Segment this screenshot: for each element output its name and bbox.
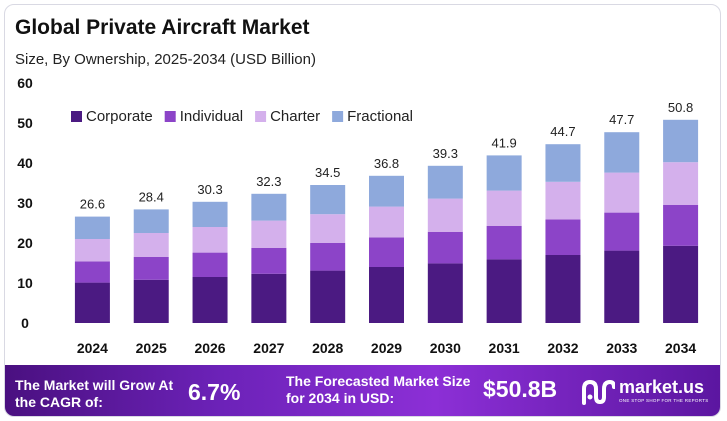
x-tick-label: 2034 xyxy=(665,340,696,356)
x-tick-label: 2029 xyxy=(371,340,402,356)
bar-total-label: 44.7 xyxy=(550,124,575,139)
bar-segment-fractional xyxy=(369,175,404,207)
bar-segment-fractional xyxy=(251,193,287,221)
brand-name: market.us xyxy=(619,377,705,397)
y-tick-label: 20 xyxy=(17,235,33,251)
bar-segment-individual xyxy=(369,237,404,267)
bar-segment-corporate xyxy=(133,279,169,323)
bar-segment-corporate xyxy=(486,259,522,323)
bar-total-label: 32.3 xyxy=(256,174,281,189)
bar-segment-corporate xyxy=(545,255,581,323)
chart-title: Global Private Aircraft Market xyxy=(15,16,310,39)
x-tick-label: 2033 xyxy=(606,340,637,356)
legend-swatch-individual xyxy=(164,111,176,122)
bar-segment-individual xyxy=(545,219,581,255)
bar-segment-fractional xyxy=(604,132,640,173)
bar-segment-corporate xyxy=(192,277,228,323)
bar-segment-corporate xyxy=(251,273,287,323)
bar-segment-charter xyxy=(251,220,287,248)
bar-segment-charter xyxy=(74,239,110,262)
bar-segment-fractional xyxy=(310,185,346,215)
bar-segment-corporate xyxy=(310,270,346,323)
brand-tagline: ONE STOP SHOP FOR THE REPORTS xyxy=(619,398,709,403)
bar-segment-charter xyxy=(486,190,522,226)
bar-segment-charter xyxy=(545,181,581,220)
legend-label-charter: Charter xyxy=(270,108,320,125)
y-tick-label: 60 xyxy=(17,75,33,91)
bar-segment-fractional xyxy=(545,144,581,182)
stacked-bar-chart: 010203040506026.6202428.4202530.3202632.… xyxy=(17,75,699,356)
x-tick-label: 2026 xyxy=(194,340,225,356)
bar-segment-charter xyxy=(310,214,346,243)
bar-segment-individual xyxy=(604,212,640,251)
bar-segment-charter xyxy=(192,227,228,253)
legend-label-fractional: Fractional xyxy=(347,108,413,125)
bar-segment-fractional xyxy=(133,209,169,233)
legend-swatch-corporate xyxy=(71,111,82,122)
bar-segment-corporate xyxy=(604,250,640,323)
legend-swatch-charter xyxy=(255,111,267,122)
cagr-label: The Market will Grow At the CAGR of: xyxy=(15,377,174,410)
bar-segment-individual xyxy=(486,225,522,260)
bar-segment-corporate xyxy=(369,267,404,323)
bar-segment-charter xyxy=(427,198,463,232)
x-tick-label: 2030 xyxy=(430,340,461,356)
bar-total-label: 41.9 xyxy=(491,135,516,150)
bar-total-label: 34.5 xyxy=(315,165,340,180)
bar-segment-fractional xyxy=(192,201,228,227)
bar-total-label: 28.4 xyxy=(139,189,164,204)
bar-segment-corporate xyxy=(663,245,699,323)
x-tick-label: 2025 xyxy=(136,340,167,356)
y-tick-label: 30 xyxy=(17,195,33,211)
bar-segment-individual xyxy=(663,205,699,246)
x-tick-label: 2031 xyxy=(489,340,520,356)
x-tick-label: 2028 xyxy=(312,340,343,356)
bar-total-label: 36.8 xyxy=(374,156,399,171)
market-us-logo-icon xyxy=(582,379,615,405)
bar-total-label: 50.8 xyxy=(668,100,693,115)
forecast-label: The Forecasted Market Size for 2034 in U… xyxy=(286,373,471,406)
x-tick-label: 2024 xyxy=(77,340,108,356)
cagr-value: 6.7% xyxy=(188,379,241,405)
y-tick-label: 50 xyxy=(17,115,33,131)
bar-segment-charter xyxy=(133,233,169,257)
chart-card: Global Private Aircraft Market Size, By … xyxy=(4,4,721,417)
y-tick-label: 40 xyxy=(17,155,33,171)
bar-segment-individual xyxy=(251,247,287,274)
bar-segment-corporate xyxy=(427,263,463,323)
bar-segment-charter xyxy=(663,162,699,205)
bar-segment-fractional xyxy=(74,216,110,239)
y-tick-label: 10 xyxy=(17,275,33,291)
bar-segment-fractional xyxy=(663,119,699,163)
bar-segment-fractional xyxy=(427,165,463,199)
bar-total-label: 30.3 xyxy=(197,182,222,197)
bar-total-label: 26.6 xyxy=(80,197,105,212)
x-tick-label: 2027 xyxy=(253,340,284,356)
bar-segment-individual xyxy=(192,252,228,277)
summary-banner: The Market will Grow At the CAGR of: 6.7… xyxy=(5,365,720,416)
bar-segment-charter xyxy=(369,206,404,238)
legend-swatch-fractional xyxy=(332,111,344,122)
bar-total-label: 47.7 xyxy=(609,112,634,127)
bar-total-label: 39.3 xyxy=(433,146,458,161)
x-tick-label: 2032 xyxy=(547,340,578,356)
bar-segment-individual xyxy=(133,257,169,280)
y-tick-label: 0 xyxy=(21,315,29,331)
legend-label-corporate: Corporate xyxy=(86,108,153,125)
bar-segment-individual xyxy=(427,231,463,264)
bar-segment-individual xyxy=(74,261,110,283)
brand[interactable]: market.us ONE STOP SHOP FOR THE REPORTS xyxy=(581,375,720,409)
bar-segment-individual xyxy=(310,243,346,271)
forecast-value: $50.8B xyxy=(483,376,558,402)
bar-segment-fractional xyxy=(486,155,522,191)
legend-label-individual: Individual xyxy=(180,108,243,125)
chart-subtitle: Size, By Ownership, 2025-2034 (USD Billi… xyxy=(15,51,316,68)
bar-segment-charter xyxy=(604,172,640,213)
bar-segment-corporate xyxy=(74,282,110,323)
